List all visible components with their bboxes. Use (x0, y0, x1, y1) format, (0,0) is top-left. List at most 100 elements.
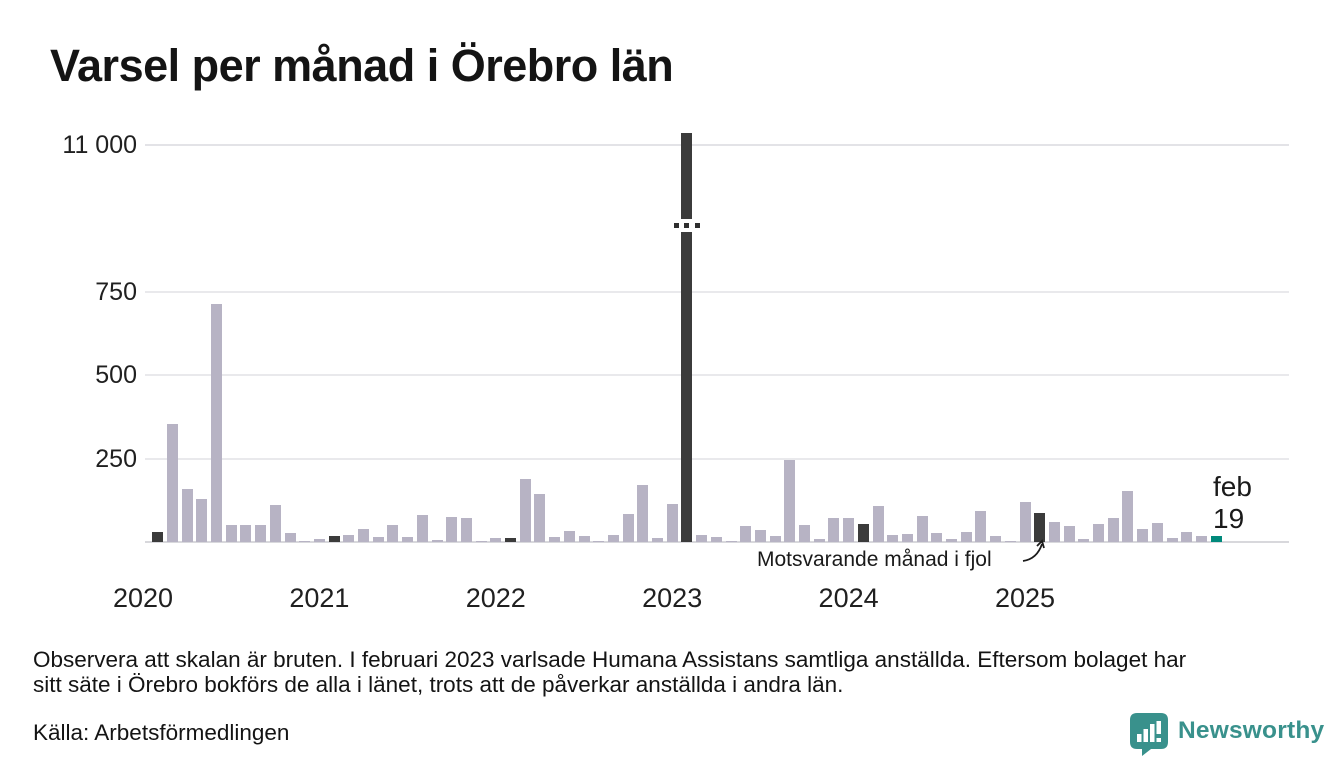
x-axis-year-label-2020: 2020 (112, 583, 174, 613)
bar-2026-02 (1210, 535, 1222, 542)
bar-2022-02 (505, 537, 516, 542)
bar-2021-08 (416, 515, 428, 542)
bar-2024-07 (931, 532, 943, 542)
bar-2024-01 (843, 518, 855, 542)
bar-2025-03 (1048, 522, 1060, 542)
bar-2020-08 (240, 525, 252, 542)
bar-2024-06 (916, 516, 928, 542)
bar-2025-05 (1078, 538, 1090, 542)
bar-2021-06 (387, 525, 399, 542)
bar-2023-09 (784, 460, 796, 542)
bar-2023-12 (828, 518, 840, 542)
bar-2021-12 (475, 541, 487, 542)
bar-2022-05 (549, 537, 561, 542)
source-label: Källa: Arbetsförmedlingen (33, 720, 290, 745)
bar-2025-01 (1019, 502, 1031, 542)
annotation-arrow-icon (1022, 539, 1045, 562)
bar-2023-04 (710, 537, 722, 542)
x-axis-year-label-2022: 2022 (465, 583, 526, 613)
bar-2021-01 (313, 539, 325, 542)
bar-2022-01 (490, 538, 502, 542)
bar-2024-08 (946, 538, 957, 542)
bar-2023-03 (696, 535, 708, 542)
bar-2020-10 (269, 505, 281, 542)
current-month-name: feb (1213, 471, 1252, 502)
x-axis-baseline (145, 541, 1289, 543)
scale-break-dot (684, 223, 690, 228)
gridline-500 (145, 374, 1289, 377)
bar-2020-07 (225, 525, 237, 542)
x-axis-year-label-2023: 2023 (642, 583, 703, 613)
newsworthy-bubble-chart-icon (1130, 713, 1168, 756)
bar-2023-07 (754, 530, 766, 542)
bar-2021-11 (460, 518, 472, 542)
bar-2020-04 (181, 488, 193, 542)
bar-2020-02 (152, 532, 164, 542)
bar-2022-03 (519, 479, 531, 542)
bar-2023-06 (740, 526, 752, 542)
gridline-750 (145, 291, 1289, 293)
bar-2022-07 (578, 535, 590, 542)
y-axis-tick-label: 500 (95, 361, 137, 390)
bar-2020-06 (211, 303, 222, 542)
bar-2025-04 (1063, 526, 1075, 542)
gridline-11000 (145, 144, 1289, 146)
bar-2025-02 (1034, 512, 1046, 542)
bar-2024-11 (990, 536, 1002, 542)
newsworthy-logo-text: Newsworthy (1178, 717, 1325, 744)
bar-2025-10 (1151, 523, 1163, 542)
bar-2023-10 (799, 524, 810, 542)
bar-2022-12 (652, 538, 663, 542)
bar-2021-02 (328, 536, 340, 542)
bar-2020-09 (255, 525, 267, 542)
bar-2024-12 (1004, 541, 1016, 542)
bar-2023-11 (813, 539, 825, 542)
bar-2020-11 (284, 533, 296, 542)
bar-2022-06 (563, 531, 575, 542)
bar-2022-11 (637, 484, 649, 542)
gridline-250 (145, 457, 1289, 460)
bar-2023-01 (666, 503, 678, 542)
bar-2023-02 (681, 133, 693, 542)
scale-note: Observera att skalan är bruten. I februa… (33, 647, 1186, 697)
x-axis-year-label-2025: 2025 (994, 583, 1056, 613)
bar-2023-05 (725, 540, 737, 542)
bar-2025-07 (1107, 517, 1119, 542)
bar-2026-01 (1195, 536, 1207, 542)
bar-2024-05 (901, 533, 913, 542)
chart-title: Varsel per månad i Örebro län (50, 40, 674, 91)
bar-2024-09 (960, 532, 972, 542)
newsworthy-logo: Newsworthy (1129, 712, 1324, 756)
bar-2021-09 (431, 540, 443, 542)
current-month-value: 19 (1213, 503, 1245, 534)
bar-2024-02 (857, 523, 869, 542)
bar-2020-12 (299, 541, 311, 542)
y-axis-tick-label: 250 (95, 444, 137, 473)
bar-2024-03 (872, 506, 884, 542)
x-axis-year-label-2021: 2021 (289, 583, 350, 613)
bar-2025-09 (1137, 529, 1149, 542)
bar-2022-04 (534, 494, 546, 542)
bar-2021-07 (402, 537, 414, 542)
bar-2020-05 (196, 499, 208, 542)
bar-2021-04 (358, 529, 369, 542)
scale-note-line-2: sitt säte i Örebro bokförs de alla i län… (33, 671, 844, 697)
bar-2025-08 (1122, 491, 1134, 542)
bar-2023-08 (769, 535, 781, 542)
x-axis-year-label-2024: 2024 (818, 583, 879, 613)
bar-2024-10 (975, 510, 987, 542)
bar-2024-04 (887, 535, 899, 542)
bar-2022-10 (622, 513, 634, 542)
current-month-value-label: feb 19 (1213, 471, 1252, 535)
scale-break-dot (673, 223, 679, 228)
bar-2022-08 (593, 541, 605, 542)
bar-2022-09 (607, 535, 619, 542)
bar-2021-05 (372, 537, 384, 542)
bar-2021-10 (446, 517, 458, 542)
y-axis-tick-label: 11 000 (62, 131, 137, 159)
bar-2020-03 (166, 423, 178, 542)
annotation-same-month-last-year: Motsvarande månad i fjol (757, 548, 992, 571)
bar-2025-12 (1181, 532, 1193, 542)
y-axis-tick-label: 750 (95, 278, 137, 306)
